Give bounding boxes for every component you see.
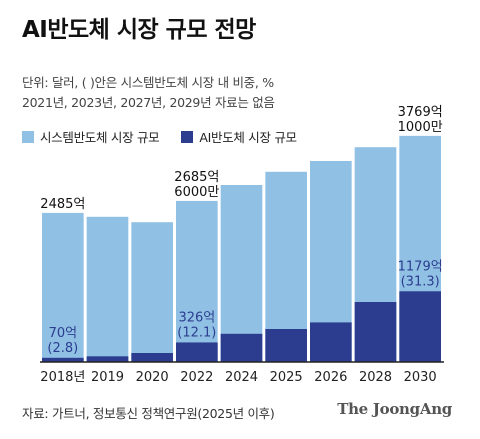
x-tick-label-6: 2026 (314, 370, 347, 385)
data-label-ai-8-1: (31.3) (401, 274, 440, 289)
bar-system-2 (131, 222, 173, 362)
bar-ai-7 (354, 302, 397, 362)
bar-ai-0 (42, 357, 84, 362)
x-tick-label-5: 2025 (270, 370, 303, 385)
data-label-system-3-1: 6000만 (174, 185, 219, 200)
legend-item-ai: AI반도체 시장 규모 (181, 127, 297, 146)
data-label-ai-0-0: 70억 (49, 326, 78, 341)
bar-ai-1 (86, 356, 129, 362)
x-tick-label-3: 2022 (180, 370, 213, 385)
bar-system-0 (42, 212, 84, 362)
bar-ai-3 (176, 342, 218, 362)
legend-swatch-system (22, 130, 34, 143)
data-label-ai-3-0: 326억 (178, 310, 215, 325)
bar-ai-5 (265, 329, 307, 362)
data-label-ai-0-1: (2.8) (47, 341, 78, 356)
missing-data-note: 2021년, 2023년, 2027년, 2029년 자료는 없음 (22, 95, 275, 110)
legend-label-system: 시스템반도체 시장 규모 (40, 130, 160, 145)
data-label-ai-8-0: 1179억 (398, 259, 443, 274)
brand-logo: The JoongAng (337, 400, 452, 418)
x-tick-label-2: 2020 (136, 370, 169, 385)
data-label-system-3-0: 2685억 (174, 170, 219, 185)
data-label-system-8-1: 1000만 (398, 120, 443, 135)
x-tick-label-0: 2018년 (40, 370, 85, 385)
unit-note: 단위: 달러, ( )안은 시스템반도체 시장 내 비중, % (22, 75, 274, 90)
legend: 시스템반도체 시장 규모 AI반도체 시장 규모 (22, 127, 319, 146)
data-label-ai-3-1: (12.1) (177, 325, 216, 340)
bar-ai-6 (310, 322, 352, 362)
bar-ai-8 (399, 291, 441, 362)
x-tick-label-7: 2028 (359, 370, 392, 385)
bar-system-4 (220, 185, 263, 362)
data-label-system-0-0: 2485억 (40, 197, 85, 212)
chart-title: AI반도체 시장 규모 전망 (22, 17, 256, 43)
x-tick-label-8: 2030 (404, 370, 437, 385)
bar-system-1 (86, 216, 129, 362)
legend-item-system: 시스템반도체 시장 규모 (22, 127, 160, 146)
legend-label-ai: AI반도체 시장 규모 (199, 130, 297, 145)
bar-system-3 (176, 200, 218, 362)
x-tick-label-1: 2019 (91, 370, 124, 385)
legend-swatch-ai (181, 130, 194, 143)
bar-ai-4 (220, 333, 263, 362)
x-tick-label-4: 2024 (225, 370, 258, 385)
bar-ai-2 (131, 353, 173, 362)
data-label-system-8-0: 3769억 (398, 105, 443, 120)
source-note: 자료: 가트너, 정보통신 정책연구원(2025년 이후) (22, 406, 275, 421)
